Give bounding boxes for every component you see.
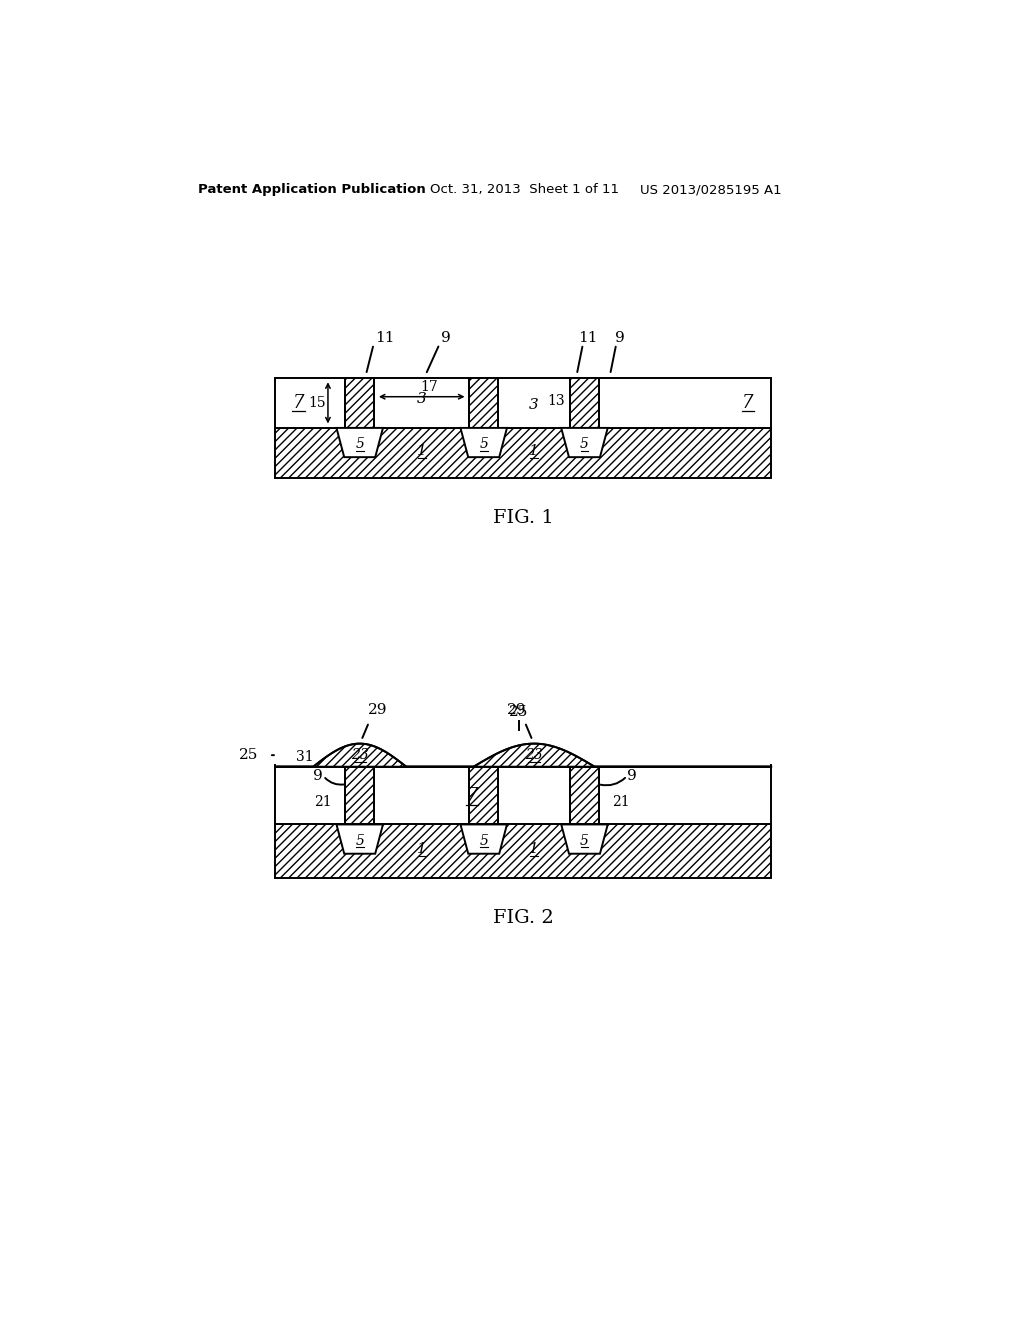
Polygon shape: [337, 428, 383, 457]
Text: 3: 3: [529, 399, 539, 412]
Bar: [569, 378, 599, 428]
Text: 1: 1: [417, 842, 427, 857]
Text: 23: 23: [351, 748, 369, 762]
Text: 29: 29: [368, 702, 387, 717]
Polygon shape: [461, 428, 507, 457]
Text: 5: 5: [580, 437, 589, 451]
Text: 11: 11: [579, 331, 598, 345]
Text: 31: 31: [296, 751, 313, 764]
Polygon shape: [561, 825, 607, 854]
Text: 11: 11: [375, 331, 394, 345]
Text: FIG. 1: FIG. 1: [493, 510, 554, 527]
Bar: [569, 767, 599, 825]
Text: 1: 1: [529, 842, 539, 857]
Bar: [275, 428, 771, 478]
Text: 3: 3: [417, 392, 427, 407]
Bar: [469, 378, 499, 428]
Bar: [275, 767, 771, 825]
Text: 7: 7: [466, 787, 478, 805]
Bar: [345, 378, 375, 428]
Text: 9: 9: [441, 331, 451, 345]
Text: 9: 9: [614, 331, 625, 345]
Text: 5: 5: [479, 437, 488, 451]
Bar: [345, 767, 375, 825]
Text: 21: 21: [612, 795, 630, 809]
Text: 5: 5: [580, 833, 589, 847]
Text: Patent Application Publication: Patent Application Publication: [198, 183, 426, 197]
Polygon shape: [337, 825, 383, 854]
Text: FIG. 2: FIG. 2: [493, 909, 554, 928]
Text: 1: 1: [529, 444, 539, 458]
Text: 5: 5: [355, 437, 365, 451]
Text: 25: 25: [509, 705, 528, 719]
Text: 25: 25: [239, 748, 258, 762]
Text: 9: 9: [627, 770, 637, 783]
Text: 7: 7: [293, 393, 304, 412]
Bar: [275, 825, 771, 878]
Polygon shape: [461, 825, 507, 854]
Text: 17: 17: [421, 380, 438, 395]
Text: 21: 21: [314, 795, 332, 809]
Polygon shape: [561, 428, 607, 457]
Bar: [275, 378, 771, 428]
Text: 13: 13: [547, 393, 564, 408]
Text: 29: 29: [507, 702, 526, 717]
Text: 15: 15: [308, 396, 326, 411]
Text: 1: 1: [417, 444, 427, 458]
Bar: [469, 767, 499, 825]
Text: 5: 5: [355, 833, 365, 847]
Text: Oct. 31, 2013  Sheet 1 of 11: Oct. 31, 2013 Sheet 1 of 11: [430, 183, 620, 197]
Text: 23: 23: [525, 748, 543, 762]
Text: 9: 9: [313, 770, 323, 783]
Text: US 2013/0285195 A1: US 2013/0285195 A1: [640, 183, 781, 197]
Text: 5: 5: [479, 833, 488, 847]
Polygon shape: [275, 743, 771, 767]
Text: 7: 7: [742, 393, 754, 412]
